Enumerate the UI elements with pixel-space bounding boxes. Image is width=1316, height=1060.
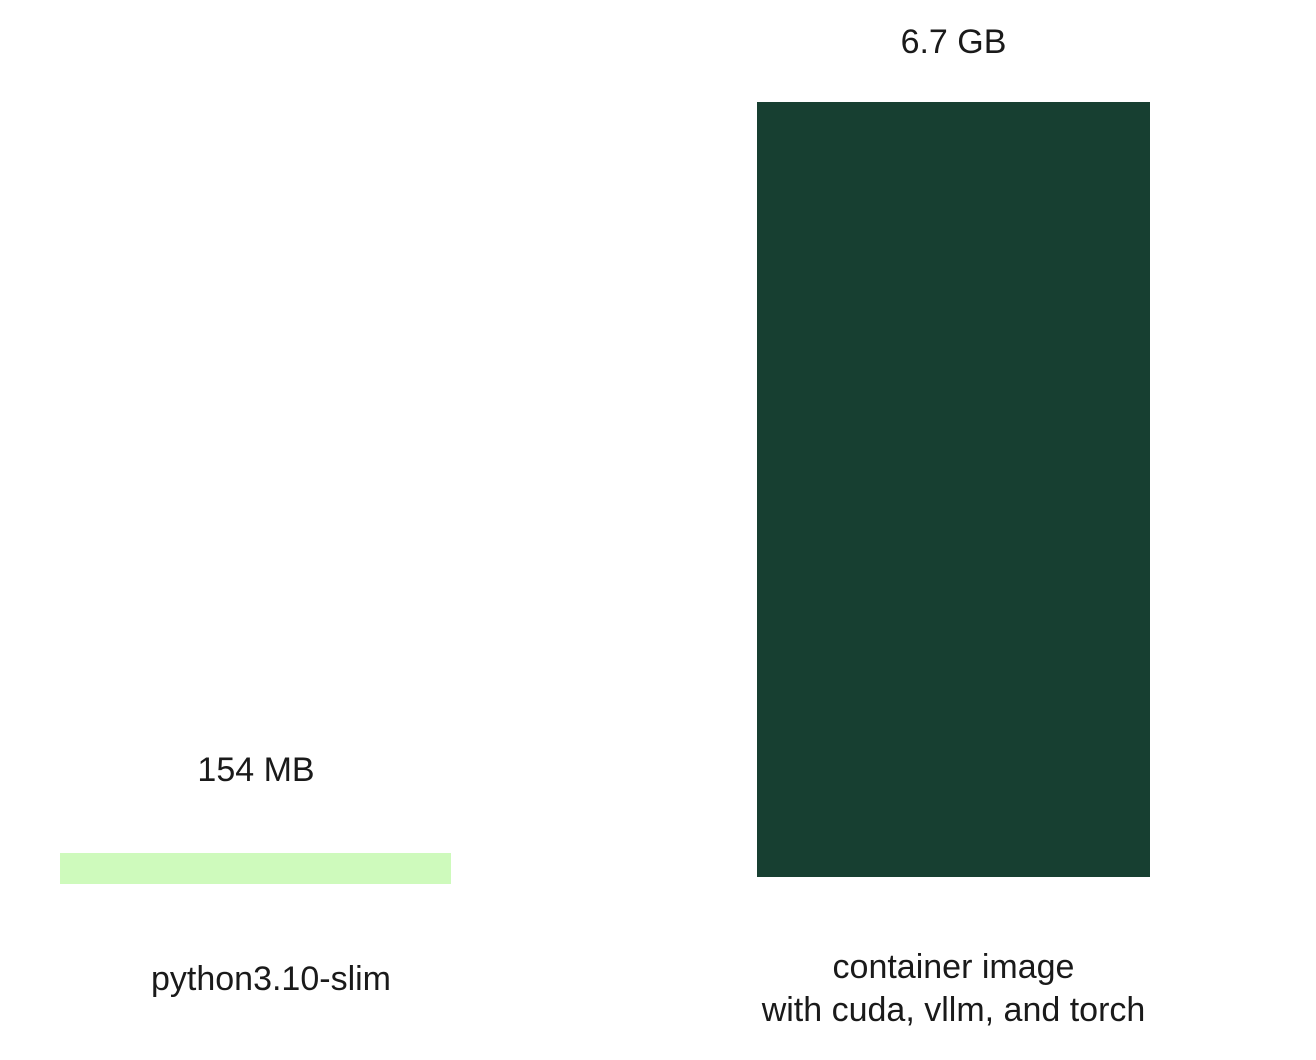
category-label-python-slim: python3.10-slim bbox=[61, 958, 481, 1001]
value-label-python-slim: 154 MB bbox=[197, 751, 315, 789]
category-label-line: container image bbox=[832, 948, 1075, 986]
category-label-line: with cuda, vllm, and torch bbox=[761, 991, 1146, 1029]
value-label-cuda-container: 6.7 GB bbox=[900, 23, 1007, 61]
bar-python-slim bbox=[60, 853, 451, 884]
category-label-line: python3.10-slim bbox=[150, 960, 391, 998]
bar-cuda-container bbox=[757, 102, 1150, 877]
category-label-cuda-container: container image with cuda, vllm, and tor… bbox=[682, 946, 1225, 1032]
